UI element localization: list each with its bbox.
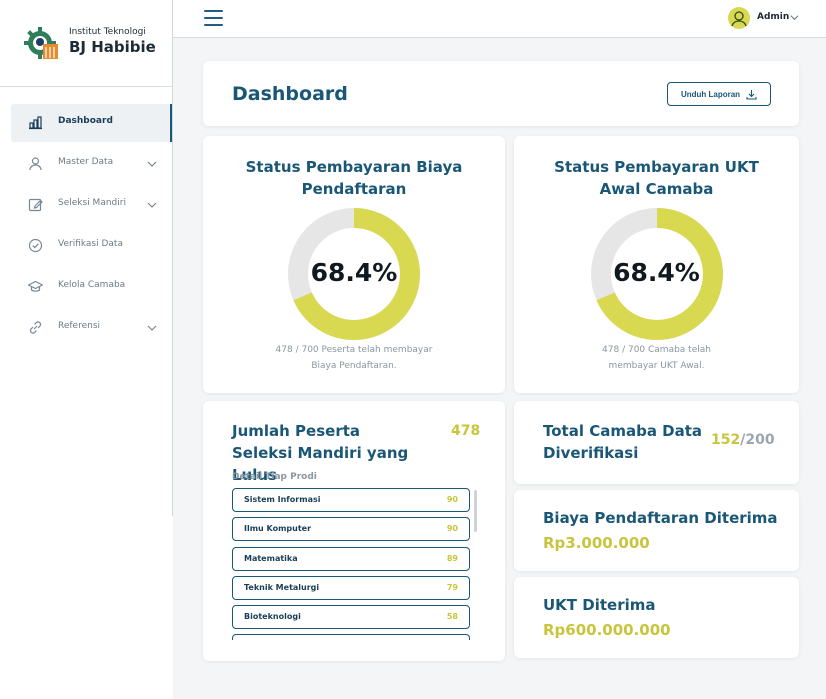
link-icon xyxy=(29,321,42,334)
sidebar: Institut Teknologi BJ Habibie Dashboard … xyxy=(0,0,173,699)
chevron-down-icon xyxy=(147,325,157,331)
card-title: Total Camaba Data Diverifikasi xyxy=(543,422,703,462)
sidebar-divider xyxy=(0,86,172,87)
user-icon xyxy=(29,157,42,171)
donut-caption: 478 / 700 Camaba telah membayar UKT Awal… xyxy=(602,345,711,371)
brand-name-line1: Institut Teknologi xyxy=(69,27,146,37)
page-title: Dashboard xyxy=(232,83,348,105)
card-title: Status Pembayaran UKT Awal Camaba xyxy=(554,158,759,198)
sidebar-item-label: Dashboard xyxy=(58,116,113,126)
list-item[interactable]: Teknik Metalurgi 79 xyxy=(232,575,470,600)
donut-caption: 478 / 700 Peserta telah membayar Biaya P… xyxy=(275,345,433,371)
list-item[interactable]: Ilmu Komputer 90 xyxy=(232,517,470,542)
card-subtitle: Detail Tiap Prodi xyxy=(232,472,317,482)
verifikasi-card: Total Camaba Data Diverifikasi 152/200 xyxy=(514,401,799,484)
list-item-partial[interactable] xyxy=(232,634,470,640)
percent-label: 68.4% xyxy=(613,258,700,287)
amount-value: Rp600.000.000 xyxy=(543,621,671,639)
verified-count: 152/200 xyxy=(711,432,775,448)
brand-name-line2: BJ Habibie xyxy=(69,38,156,56)
topbar: Admin xyxy=(173,0,826,38)
sidebar-item-master-data[interactable]: Master Data xyxy=(11,145,173,183)
list-item[interactable]: Matematika 89 xyxy=(232,546,470,571)
ukt-status-card: Status Pembayaran UKT Awal Camaba 68.4% … xyxy=(514,136,799,393)
brand[interactable]: Institut Teknologi BJ Habibie xyxy=(24,25,164,65)
sidebar-item-kelola-camaba[interactable]: Kelola Camaba xyxy=(11,268,173,306)
user-avatar-icon xyxy=(731,11,747,27)
biaya-pendaftaran-card: Biaya Pendaftaran Diterima Rp3.000.000 xyxy=(514,490,799,571)
sidebar-item-verifikasi-data[interactable]: Verifikasi Data xyxy=(11,227,173,265)
download-icon xyxy=(746,89,757,100)
download-report-button[interactable]: Unduh Laporan xyxy=(667,82,771,106)
prodi-name: Sistem Informasi xyxy=(244,495,321,504)
card-title: Status Pembayaran Biaya Pendaftaran xyxy=(245,158,463,198)
check-circle-icon xyxy=(28,238,43,253)
chevron-down-icon[interactable] xyxy=(790,13,799,22)
sidebar-item-label: Seleksi Mandiri xyxy=(58,198,126,208)
sidebar-item-label: Master Data xyxy=(58,157,114,167)
bar-chart-icon xyxy=(29,116,42,130)
avatar[interactable] xyxy=(728,7,750,29)
verified-number: 152 xyxy=(711,432,741,448)
prodi-count: 90 xyxy=(446,495,458,504)
verified-total: 200 xyxy=(745,432,775,448)
donut-progress xyxy=(591,208,723,340)
sidebar-item-label: Verifikasi Data xyxy=(58,239,123,249)
prodi-count: 90 xyxy=(446,524,458,534)
page-header-card: Dashboard Unduh Laporan xyxy=(203,61,799,126)
verified-separator: / xyxy=(740,432,746,448)
edit-icon xyxy=(28,198,43,212)
sidebar-item-referensi[interactable]: Referensi xyxy=(11,309,173,347)
prodi-name: Bioteknologi xyxy=(244,612,301,622)
itbjh-logo xyxy=(24,27,58,59)
pendaftaran-donut xyxy=(288,208,420,340)
list-item[interactable]: Sistem Informasi 90 xyxy=(232,488,470,512)
prodi-name: Matematika xyxy=(244,553,298,563)
chevron-down-icon xyxy=(147,161,157,167)
ukt-donut xyxy=(591,208,723,340)
lulus-per-prodi-card: Jumlah Peserta Seleksi Mandiri yang Lulu… xyxy=(203,401,505,661)
user-name[interactable]: Admin xyxy=(757,12,790,22)
list-item[interactable]: Bioteknologi 58 xyxy=(232,605,470,630)
donut-progress xyxy=(288,208,420,340)
card-title: UKT Diterima xyxy=(543,596,656,614)
active-indicator xyxy=(170,104,173,142)
sidebar-item-label: Kelola Camaba xyxy=(58,280,126,290)
card-title: Jumlah Peserta Seleksi Mandiri yang Lulu… xyxy=(232,422,409,484)
graduation-cap-icon xyxy=(28,280,43,292)
sidebar-item-dashboard[interactable]: Dashboard xyxy=(11,104,173,142)
prodi-count: 58 xyxy=(446,612,458,622)
sidebar-nav: Dashboard Master Data Seleksi Mandiri Ve… xyxy=(11,104,173,350)
sidebar-border xyxy=(172,0,173,516)
prodi-name: Teknik Metalurgi xyxy=(244,582,320,592)
total-count: 478 xyxy=(451,423,481,439)
card-title: Biaya Pendaftaran Diterima xyxy=(543,509,778,527)
prodi-name: Ilmu Komputer xyxy=(244,524,312,534)
prodi-count: 89 xyxy=(446,553,458,563)
sidebar-item-seleksi-mandiri[interactable]: Seleksi Mandiri xyxy=(11,186,173,224)
prodi-list[interactable]: Sistem Informasi 90 Ilmu Komputer 90 Mat… xyxy=(232,488,482,640)
sidebar-item-label: Referensi xyxy=(58,321,101,331)
ukt-diterima-card: UKT Diterima Rp600.000.000 xyxy=(514,577,799,658)
chevron-down-icon xyxy=(147,202,157,208)
download-report-label: Unduh Laporan xyxy=(680,89,741,99)
scrollbar-thumb[interactable] xyxy=(474,490,477,532)
prodi-count: 79 xyxy=(446,582,458,592)
menu-toggle-icon[interactable] xyxy=(204,10,223,26)
amount-value: Rp3.000.000 xyxy=(543,534,650,552)
percent-label: 68.4% xyxy=(310,258,398,287)
pendaftaran-status-card: Status Pembayaran Biaya Pendaftaran 68.4… xyxy=(203,136,505,393)
